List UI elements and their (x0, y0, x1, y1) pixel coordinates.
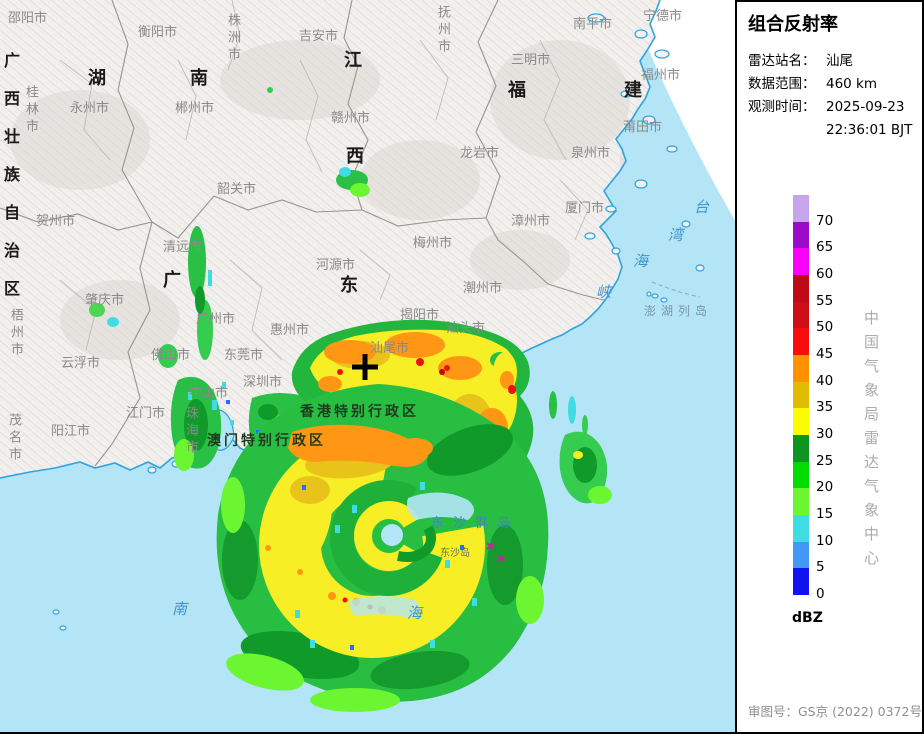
legend-color-segment (793, 221, 809, 249)
station-label: 雷达站名： (748, 53, 816, 69)
typhoon-eye (381, 524, 403, 546)
legend-color-segment (793, 514, 809, 542)
legend-tick-label: 50 (816, 319, 834, 336)
info-panel: 组合反射率 雷达站名： 汕尾 数据范围： 460 km 观测时间： 2025-0… (735, 0, 924, 734)
legend-tick-label: 70 (816, 212, 834, 229)
legend-tick-label: 25 (816, 452, 834, 469)
radar-map: 邵阳市 衡阳市 株洲市 吉安市 抚州市 南平市 宁德市 三明市 福州市 莆田市 泉州市 厦门市 漳州市龙… (0, 0, 735, 734)
sea-in-radar-range (0, 0, 735, 734)
map-bottom-border (0, 732, 735, 734)
legend-color-segment (793, 568, 809, 595)
legend-tick-label: 40 (816, 372, 834, 389)
legend-color-segment (793, 461, 809, 489)
legend-tick-label: 20 (816, 479, 834, 496)
legend-color-segment (793, 541, 809, 569)
legend-bar (793, 195, 809, 595)
info-row-station: 雷达站名： 汕尾 (748, 50, 922, 73)
legend-tick-label: 35 (816, 399, 834, 416)
legend-tick-label: 15 (816, 506, 834, 523)
time-value: 2025-09-23 22:36:01 BJT (826, 96, 912, 142)
legend-color-segment (793, 434, 809, 462)
product-title: 组合反射率 (748, 14, 838, 35)
legend-tick-label: 65 (816, 239, 834, 256)
station-value: 汕尾 (826, 53, 853, 69)
legend-color-segment (793, 274, 809, 302)
legend-tick-label: 55 (816, 292, 834, 309)
legend-tick-label: 0 (816, 586, 825, 603)
info-row-range: 数据范围： 460 km (748, 73, 922, 96)
time-date: 2025-09-23 (826, 99, 905, 115)
time-clock: 22:36:01 BJT (826, 122, 913, 138)
legend-color-segment (793, 488, 809, 515)
legend-tick-label: 60 (816, 266, 834, 282)
legend-color-segment (793, 248, 809, 275)
map-approval-number: 审图号：GS京 (2022) 0372号 (748, 704, 922, 719)
legend-color-segment (793, 354, 809, 382)
legend-unit: dBZ (792, 610, 823, 626)
range-value: 460 km (826, 76, 878, 92)
echo-typhoon (216, 384, 549, 712)
range-label: 数据范围： (748, 76, 816, 92)
legend-color-segment (793, 195, 809, 222)
legend-color-segment (793, 328, 809, 355)
agency-watermark: 中国气象局雷达气象中心 (862, 310, 880, 574)
legend-color-segment (793, 408, 809, 435)
legend-tick-label: 45 (816, 346, 834, 363)
dongsha-station-marks (486, 542, 505, 562)
time-label: 观测时间： (748, 99, 816, 115)
echo-scattered-east (490, 352, 612, 504)
legend-tick-label: 5 (816, 559, 825, 576)
radar-map-canvas (0, 0, 735, 734)
legend-tick-label: 10 (816, 532, 834, 549)
legend-color-segment (793, 301, 809, 329)
city-boundaries (59, 0, 589, 361)
radar-station-cross (352, 354, 378, 380)
info-row-time: 观测时间： 2025-09-23 22:36:01 BJT (748, 96, 922, 142)
legend-tick-label: 30 (816, 426, 834, 443)
legend-color-segment (793, 381, 809, 409)
radar-info: 雷达站名： 汕尾 数据范围： 460 km 观测时间： 2025-09-23 2… (748, 50, 922, 142)
